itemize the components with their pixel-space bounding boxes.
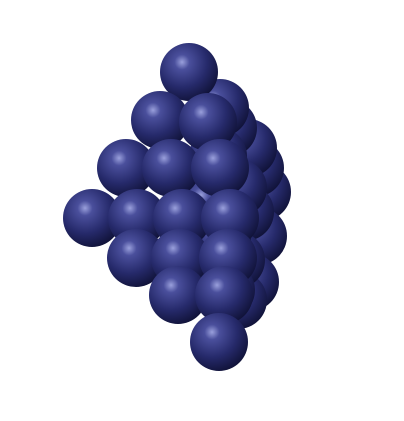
sphere	[131, 91, 189, 149]
sphere	[107, 229, 165, 287]
spheres-group	[63, 43, 291, 371]
sphere	[191, 139, 249, 197]
sphere	[179, 93, 237, 151]
sphere	[63, 189, 121, 247]
sphere	[142, 139, 200, 197]
sphere	[97, 139, 155, 197]
sphere	[190, 313, 248, 371]
sphere	[149, 266, 207, 324]
sphere	[160, 43, 218, 101]
sphere	[195, 266, 253, 324]
